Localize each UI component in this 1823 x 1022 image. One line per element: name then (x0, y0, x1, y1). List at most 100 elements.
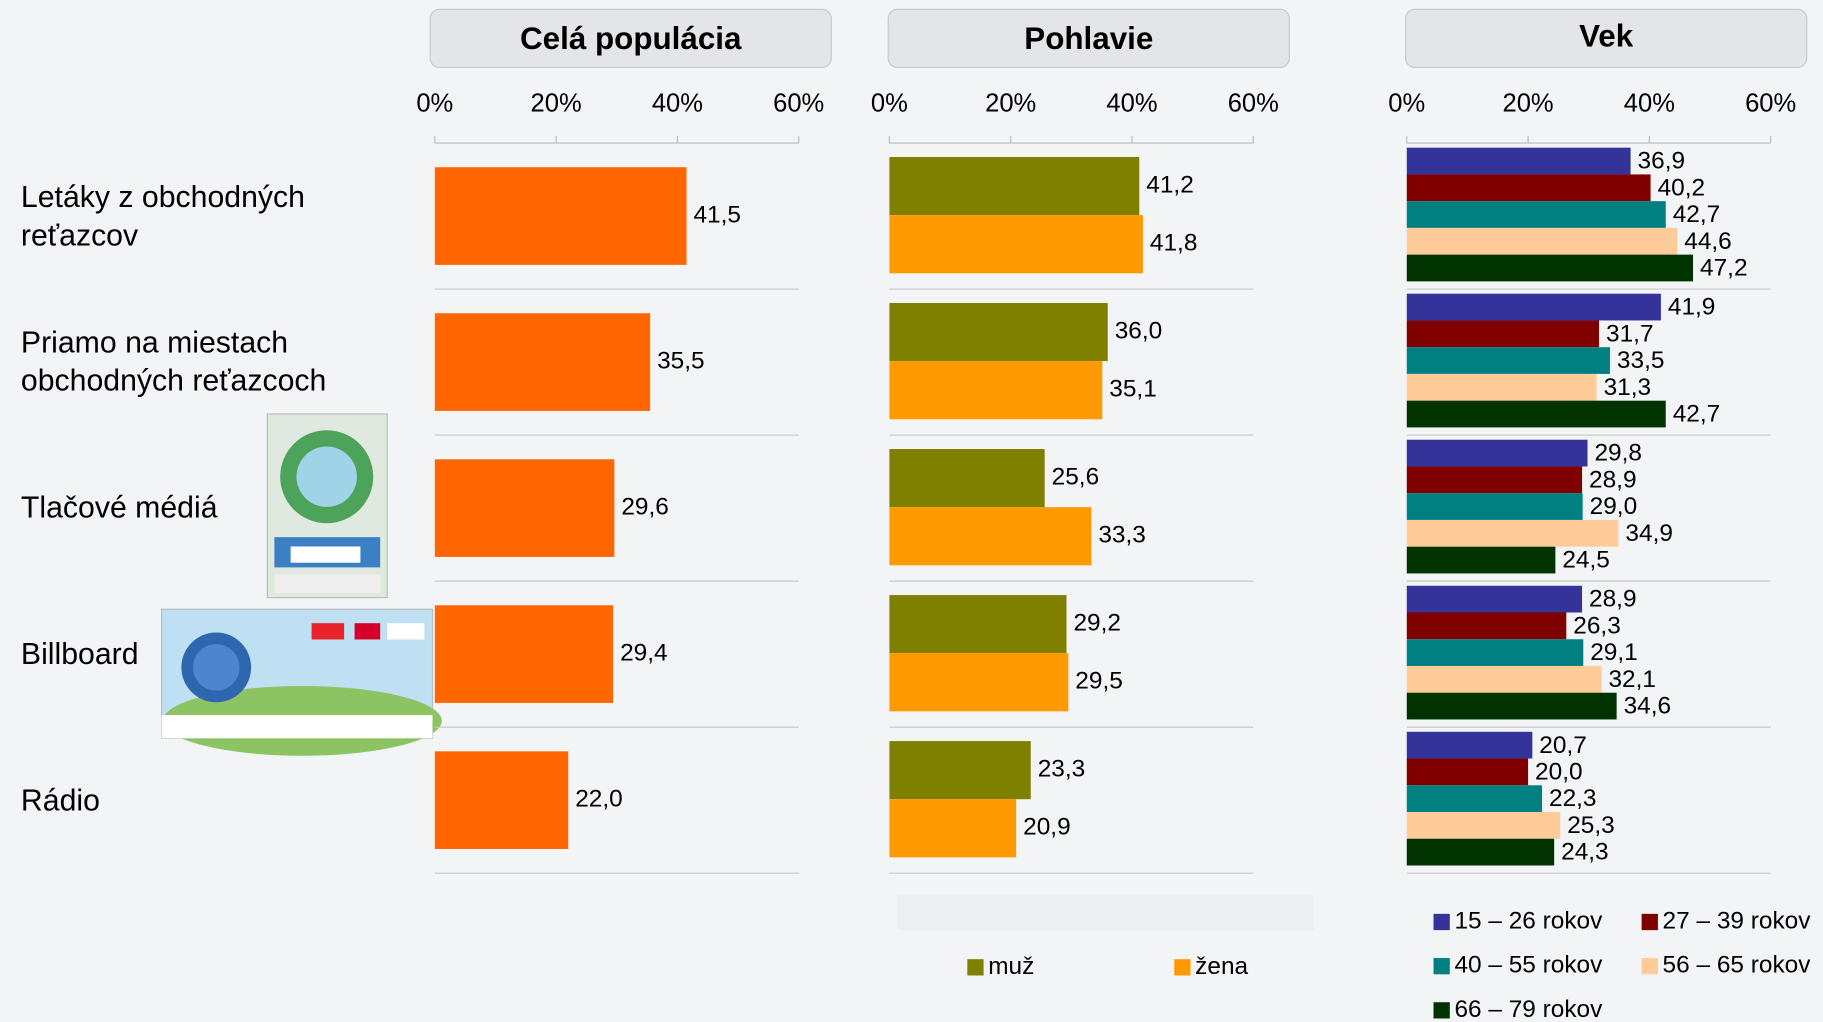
data-label: 31,7 (1606, 320, 1654, 347)
category-label-text: Letáky z obchodných reťazcov (20, 178, 305, 253)
data-label: 44,6 (1684, 228, 1732, 255)
x-tick-label: 60% (1228, 89, 1279, 117)
bar (1406, 546, 1556, 574)
panel-header (429, 8, 832, 69)
bar (1406, 758, 1529, 786)
legend-label: muž (988, 953, 1034, 980)
bar (1406, 227, 1678, 255)
data-label: 22,0 (575, 786, 623, 813)
bar (1406, 373, 1597, 401)
legend-swatch (1641, 913, 1658, 931)
bar (1406, 785, 1543, 813)
data-label: 33,3 (1098, 522, 1146, 549)
legend-swatch (1433, 913, 1450, 931)
legend-swatch (1641, 958, 1658, 975)
data-label: 47,2 (1700, 255, 1748, 282)
data-label: 29,4 (620, 640, 668, 667)
bar (1406, 400, 1666, 428)
data-label: 35,5 (657, 348, 705, 375)
data-label: 34,9 (1625, 520, 1673, 547)
category-label-text: Priamo na miestach obchodných reťazcoch (20, 324, 327, 399)
data-label: 29,5 (1075, 668, 1123, 695)
bar (889, 156, 1140, 216)
bar (889, 653, 1069, 712)
data-label: 24,5 (1562, 547, 1610, 574)
data-label: 42,7 (1673, 201, 1721, 228)
bar (1406, 612, 1567, 640)
bar (889, 741, 1031, 800)
data-label: 29,6 (621, 494, 669, 521)
category-label: Letáky z obchodných reťazcov (20, 178, 305, 253)
x-tick-label: 0% (871, 89, 908, 117)
x-tick-label: 20% (531, 89, 582, 117)
legend-swatch (1433, 958, 1450, 975)
legend-label: 40 – 55 rokov (1454, 952, 1603, 979)
data-label: 41,8 (1150, 230, 1198, 257)
bar (1406, 812, 1561, 839)
data-label: 36,9 (1638, 148, 1686, 175)
data-label: 34,6 (1624, 693, 1672, 720)
bar (434, 459, 615, 557)
data-label: 22,3 (1549, 785, 1597, 812)
bar (1406, 201, 1666, 228)
data-label: 32,1 (1608, 666, 1656, 693)
bar (1406, 174, 1651, 202)
bar (889, 799, 1017, 858)
x-tick-label: 40% (1624, 89, 1675, 117)
bar (1406, 692, 1617, 720)
data-label: 40,2 (1658, 174, 1706, 201)
bar (1406, 347, 1610, 374)
x-tick-label: 60% (773, 89, 824, 117)
data-label: 41,5 (693, 201, 741, 228)
data-label: 35,1 (1109, 376, 1157, 403)
data-label: 29,8 (1594, 440, 1642, 467)
legend-swatch (967, 959, 984, 976)
data-label: 24,3 (1561, 839, 1609, 866)
bar (889, 361, 1103, 420)
data-label: 28,9 (1589, 466, 1637, 493)
billboard-image (161, 608, 442, 756)
x-tick-label: 20% (985, 89, 1036, 117)
data-label: 28,9 (1589, 586, 1637, 613)
bar (1406, 320, 1600, 348)
bar (889, 595, 1067, 654)
bar (889, 507, 1092, 566)
bar (1406, 731, 1533, 759)
legend-label: žena (1195, 953, 1248, 980)
x-tick-label: 40% (652, 89, 703, 117)
bar (1406, 585, 1583, 613)
data-label: 20,9 (1023, 814, 1071, 841)
x-tick-label: 20% (1502, 89, 1553, 117)
data-label: 23,3 (1038, 756, 1086, 783)
x-tick-label: 0% (1388, 89, 1425, 117)
data-label: 41,2 (1146, 171, 1194, 198)
bar (889, 303, 1108, 362)
bar (889, 449, 1045, 508)
bar (434, 313, 651, 411)
bar (1406, 639, 1584, 666)
bar (1406, 665, 1602, 693)
data-label: 20,0 (1535, 759, 1583, 786)
data-label: 36,0 (1115, 318, 1163, 345)
x-tick-label: 60% (1745, 89, 1796, 117)
bar (434, 605, 614, 703)
bar (1406, 439, 1588, 467)
x-tick-label: 40% (1106, 89, 1157, 117)
bar (1406, 838, 1555, 866)
category-label: Rádio (21, 782, 100, 817)
bar (434, 751, 569, 849)
bar (1406, 147, 1631, 175)
bar (889, 215, 1143, 274)
x-tick-label: 0% (416, 89, 453, 117)
legend-label: 56 – 65 rokov (1663, 952, 1812, 979)
leaflet-image (266, 413, 388, 599)
panel-title: Pohlavie (1024, 21, 1153, 56)
data-label: 29,1 (1590, 639, 1638, 666)
category-label-text: Billboard (20, 636, 139, 671)
category-label: Billboard (20, 636, 139, 671)
panel-header (887, 8, 1290, 69)
data-label: 25,6 (1052, 464, 1100, 491)
data-label: 41,9 (1668, 294, 1716, 321)
data-label: 20,7 (1539, 732, 1587, 759)
data-label: 25,3 (1567, 812, 1615, 839)
